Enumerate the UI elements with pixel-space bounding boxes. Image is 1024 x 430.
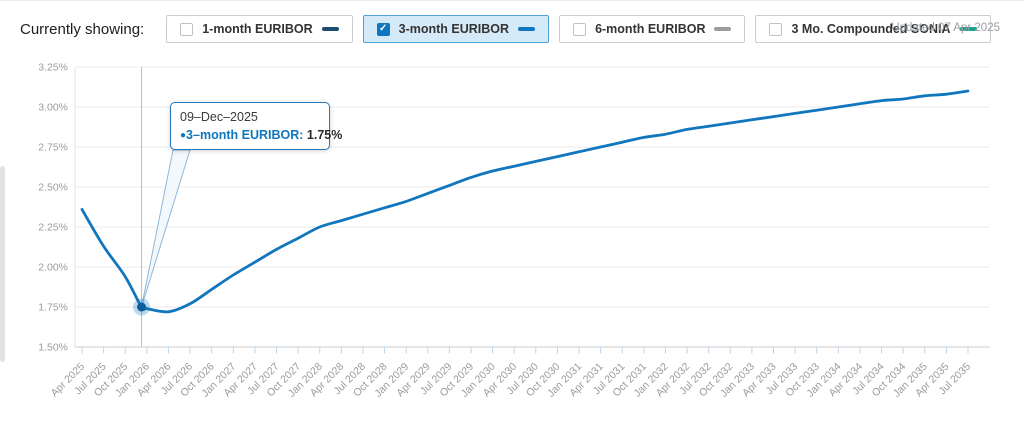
- toggle-6-month-euribor[interactable]: 6-month EURIBOR: [559, 15, 746, 43]
- series-dash-icon: [321, 27, 339, 31]
- series-dash-icon: [518, 27, 536, 31]
- y-axis-label: 2.25%: [38, 222, 68, 234]
- tooltip-value: 1.75%: [306, 127, 343, 142]
- y-axis-label: 2.75%: [38, 142, 68, 154]
- toggle-label: 3-month EURIBOR: [398, 22, 510, 36]
- y-axis-label: 3.00%: [38, 102, 68, 114]
- tooltip-callout-pointer: [141, 149, 191, 308]
- y-axis-label: 1.50%: [38, 342, 68, 354]
- point-bullet-icon: ●: [180, 129, 187, 141]
- updated-date-text: Updated 07 Apr 2025: [891, 22, 1000, 34]
- tooltip-date: 09–Dec–2025: [180, 110, 258, 124]
- tooltip-series-label: 3–month EURIBOR:: [186, 127, 304, 142]
- toggle-label: 3 Mo. Compounded SONIA: [791, 22, 951, 36]
- toggle-3-month-euribor[interactable]: ✓ 3-month EURIBOR: [362, 15, 550, 43]
- checkbox-icon: [769, 22, 783, 36]
- checkbox-icon: ✓: [376, 22, 390, 36]
- series-line-3-month-euribor: [80, 89, 970, 314]
- y-axis-label: 3.25%: [38, 62, 68, 74]
- currently-showing-label: Currently showing:: [20, 20, 145, 38]
- y-axis-label: 2.50%: [38, 182, 68, 194]
- toggle-3-mo-compounded-sonia[interactable]: 3 Mo. Compounded SONIA: [755, 15, 991, 43]
- checkbox-icon: [180, 22, 194, 36]
- series-toggle-bar: Currently showing: 1-month EURIBOR ✓ 3-m…: [0, 1, 1024, 57]
- chart-tooltip: 09–Dec–2025 ●3–month EURIBOR: 1.75%: [170, 102, 342, 150]
- checkbox-icon: [573, 22, 587, 36]
- toggle-label: 1-month EURIBOR: [202, 22, 313, 36]
- series-dash-icon: [714, 27, 732, 31]
- data-point-marker[interactable]: [137, 302, 147, 312]
- left-scrollbar-thumb[interactable]: [0, 166, 5, 362]
- toggle-1-month-euribor[interactable]: 1-month EURIBOR: [166, 15, 353, 43]
- toggle-label: 6-month EURIBOR: [595, 22, 706, 36]
- y-axis-label: 1.75%: [38, 302, 68, 314]
- y-axis-label: 2.00%: [38, 262, 68, 274]
- tooltip-series-value: ●3–month EURIBOR: 1.75%: [180, 127, 342, 145]
- series-dash-icon: [959, 27, 977, 31]
